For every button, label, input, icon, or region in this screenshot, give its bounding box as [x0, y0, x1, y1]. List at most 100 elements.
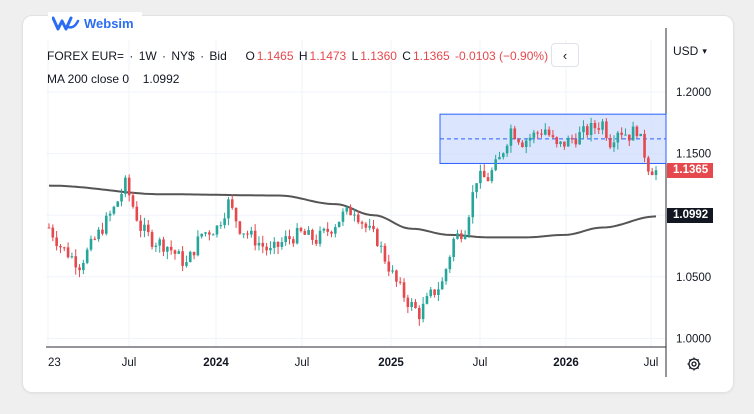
- candle-body: [406, 297, 410, 308]
- candle-body: [250, 230, 253, 235]
- candle-body: [341, 211, 345, 222]
- candle-body: [181, 251, 184, 266]
- collapse-legend-button[interactable]: ‹: [551, 43, 579, 67]
- candle-body: [627, 134, 631, 141]
- candle-body: [116, 201, 120, 207]
- candle-body: [517, 139, 520, 143]
- candle-body: [89, 238, 93, 250]
- ma-legend: MA 200 close 0 1.0992: [47, 72, 181, 86]
- exchange-label: NY$: [171, 49, 195, 63]
- candle-body: [169, 246, 173, 251]
- low-value: 1.1360: [360, 49, 397, 63]
- candle-body: [280, 242, 284, 247]
- ma-label[interactable]: MA 200 close 0: [47, 72, 130, 86]
- candle-body: [585, 126, 589, 136]
- candle-body: [643, 133, 646, 158]
- candle-body: [188, 251, 192, 263]
- x-tick-label: 2025: [378, 357, 404, 369]
- candle-body: [536, 132, 539, 134]
- candle-body: [196, 236, 200, 256]
- candle-body: [104, 215, 108, 234]
- quote-type-label: Bid: [209, 49, 227, 63]
- candle-body: [150, 232, 154, 247]
- candle-body: [387, 261, 391, 272]
- brand-logo: Websim: [48, 12, 142, 34]
- candle-body: [486, 177, 490, 182]
- candle-body: [215, 225, 219, 235]
- candle-body: [460, 233, 463, 240]
- brand-name: Websim: [84, 15, 134, 31]
- candle-body: [55, 237, 58, 247]
- candle-body: [192, 251, 196, 256]
- x-tick-label: 2026: [553, 357, 579, 369]
- candle-body: [204, 232, 207, 234]
- candle-body: [402, 282, 406, 298]
- candle-body: [349, 207, 352, 216]
- candle-body: [654, 170, 658, 176]
- candle-body: [269, 247, 272, 251]
- candle-body: [173, 250, 177, 254]
- x-tick-label: 23: [48, 357, 61, 369]
- websim-logo-icon: [52, 16, 80, 31]
- candle-body: [490, 170, 494, 182]
- candle-body: [437, 289, 440, 295]
- candle-body: [570, 137, 574, 140]
- candle-body: [482, 170, 486, 178]
- candle-body: [471, 192, 475, 218]
- candle-body: [356, 214, 360, 223]
- candle-body: [528, 137, 532, 141]
- candle-body: [288, 236, 291, 240]
- candle-body: [543, 129, 547, 135]
- x-tick-label: Jul: [122, 357, 137, 369]
- candle-body: [429, 289, 433, 297]
- candle-body: [322, 228, 326, 231]
- candle-body: [616, 132, 620, 143]
- candle-body: [509, 128, 513, 146]
- candle-body: [521, 142, 524, 148]
- candle-body: [162, 239, 165, 252]
- ma-value: 1.0992: [142, 72, 180, 86]
- candle-body: [139, 220, 142, 231]
- candle-body: [494, 159, 497, 171]
- candle-body: [284, 236, 287, 243]
- high-key: H: [298, 49, 308, 63]
- candle-body: [318, 230, 322, 244]
- candle-body: [307, 229, 310, 235]
- candle-body: [559, 141, 562, 145]
- candle-body: [299, 227, 303, 232]
- candle-body: [555, 137, 559, 145]
- x-tick-label: 2024: [203, 357, 229, 369]
- candle-body: [272, 241, 276, 248]
- candle-body: [574, 139, 578, 145]
- candle-body: [295, 227, 299, 244]
- symbol-name[interactable]: FOREX EUR=: [47, 49, 125, 63]
- candle-body: [368, 225, 371, 228]
- candle-body: [101, 229, 104, 234]
- chart-card: [22, 15, 734, 393]
- candle-body: [501, 153, 505, 158]
- candle-body: [524, 140, 528, 148]
- y-tick-label: 1.2000: [676, 87, 711, 99]
- candle-body: [238, 221, 242, 234]
- candle-body: [353, 214, 356, 216]
- close-key: C: [402, 49, 411, 63]
- candle-body: [120, 193, 123, 202]
- candle-body: [398, 281, 402, 283]
- candle-body: [185, 262, 188, 266]
- candle-body: [364, 223, 368, 228]
- candle-body: [311, 229, 314, 240]
- close-value: 1.1365: [412, 49, 450, 63]
- chart-settings-button[interactable]: [684, 354, 704, 374]
- currency-selector[interactable]: USD ▾: [673, 44, 707, 58]
- candle-body: [314, 239, 318, 244]
- candle-body: [74, 256, 78, 268]
- candle-body: [70, 256, 74, 258]
- interval-label[interactable]: 1W: [138, 49, 157, 63]
- candle-body: [78, 267, 81, 271]
- candle-body: [551, 135, 555, 138]
- candle-body: [589, 122, 593, 136]
- candle-body: [620, 132, 623, 135]
- candle-body: [261, 242, 265, 247]
- high-value: 1.1473: [309, 49, 347, 63]
